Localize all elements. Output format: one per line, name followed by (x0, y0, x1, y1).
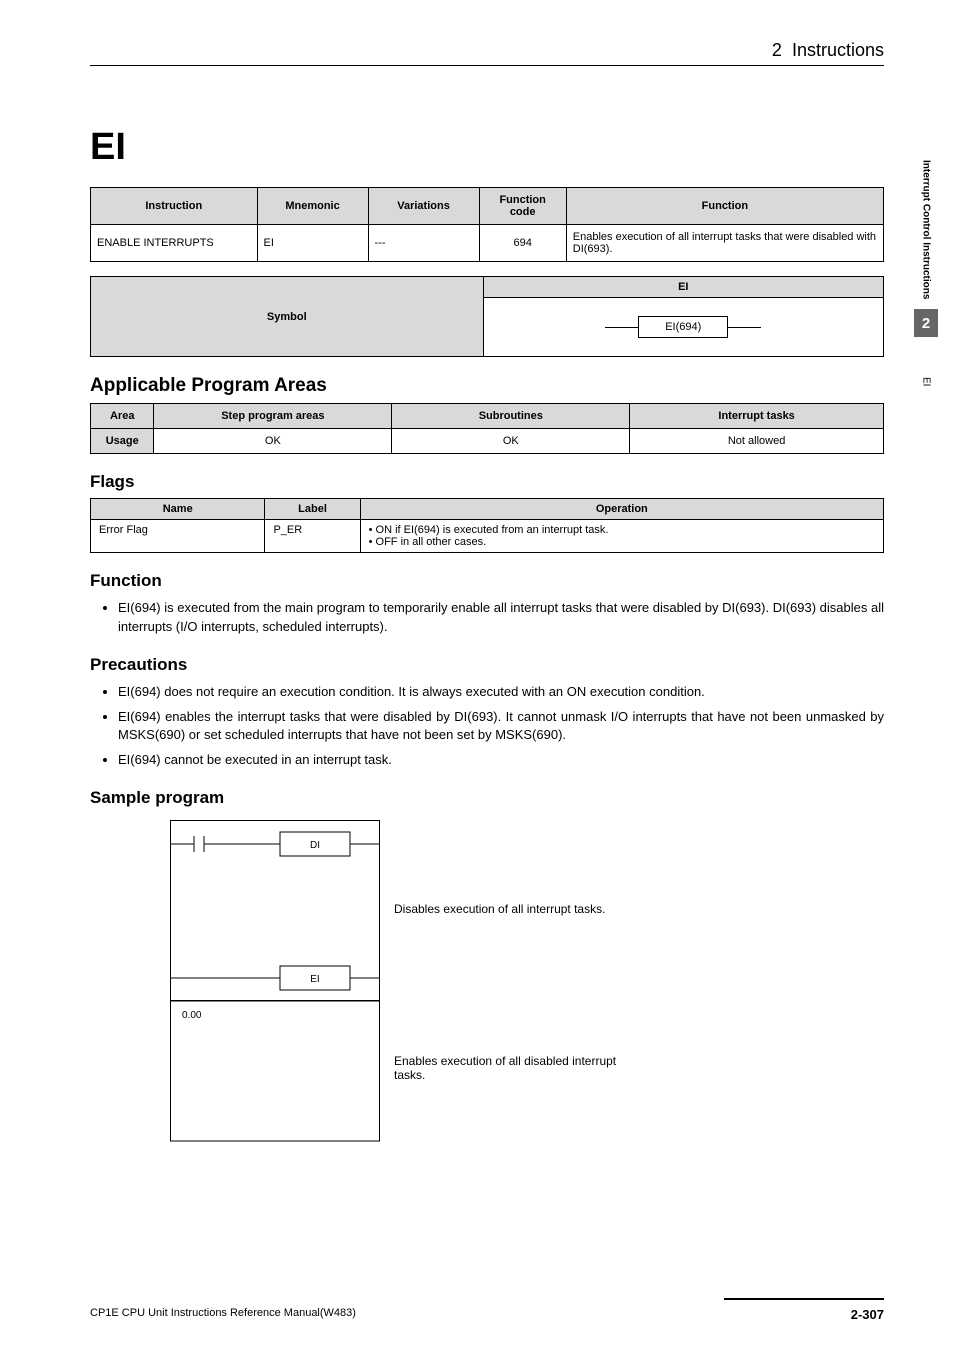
list-item: EI(694) does not require an execution co… (118, 683, 884, 702)
cell-variations: --- (368, 225, 479, 262)
th-name: Name (91, 499, 265, 520)
th-step: Step program areas (154, 404, 392, 429)
ei-box-label: EI (310, 974, 319, 985)
precautions-list: EI(694) does not require an execution co… (118, 683, 884, 770)
sample-heading: Sample program (90, 788, 884, 808)
cell-flag-op: • ON if EI(694) is executed from an inte… (360, 520, 883, 553)
cell-flag-name: Error Flag (91, 520, 265, 553)
th-operation: Operation (360, 499, 883, 520)
list-item: EI(694) cannot be executed in an interru… (118, 751, 884, 770)
cell-sub: OK (392, 429, 630, 454)
function-heading: Function (90, 571, 884, 591)
th-label: Label (265, 499, 360, 520)
flags-heading: Flags (90, 472, 884, 492)
side-ei: EI (921, 377, 932, 386)
flags-table: Name Label Operation Error Flag P_ER • O… (90, 498, 884, 553)
cell-usage-label: Usage (91, 429, 154, 454)
list-item: EI(694) enables the interrupt tasks that… (118, 708, 884, 746)
cell-flag-label: P_ER (265, 520, 360, 553)
page-footer: CP1E CPU Unit Instructions Reference Man… (90, 1307, 884, 1322)
th-sub: Subroutines (392, 404, 630, 429)
table-row: Error Flag P_ER • ON if EI(694) is execu… (91, 520, 884, 553)
footer-left: CP1E CPU Unit Instructions Reference Man… (90, 1307, 356, 1322)
section-title: Instructions (792, 40, 884, 60)
list-item: EI(694) is executed from the main progra… (118, 599, 884, 637)
th-function: Function (566, 188, 883, 225)
areas-table: Area Step program areas Subroutines Inte… (90, 403, 884, 454)
footer-page: 2-307 (851, 1307, 884, 1322)
sample-diagram: DI EI 0.00 Disables execution of all int… (170, 820, 884, 1150)
cell-step: OK (154, 429, 392, 454)
th-variations: Variations (368, 188, 479, 225)
table-row: Usage OK OK Not allowed (91, 429, 884, 454)
symbol-box: EI(694) (638, 316, 728, 338)
cell-function: Enables execution of all interrupt tasks… (566, 225, 883, 262)
symbol-row-label: Symbol (91, 277, 484, 357)
side-text: Interrupt Control Instructions (921, 160, 932, 299)
cell-int: Not allowed (630, 429, 884, 454)
side-number: 2 (914, 309, 938, 337)
flag-op2: OFF in all other cases. (372, 536, 486, 548)
page-title: EI (90, 126, 884, 169)
cell-mnemonic: EI (257, 225, 368, 262)
cell-instruction: ENABLE INTERRUPTS (91, 225, 258, 262)
th-mnemonic: Mnemonic (257, 188, 368, 225)
table-row: ENABLE INTERRUPTS EI --- 694 Enables exe… (91, 225, 884, 262)
side-tab: Interrupt Control Instructions 2 EI (914, 160, 938, 387)
symbol-col-header: EI (483, 277, 883, 298)
th-instruction: Instruction (91, 188, 258, 225)
flag-op1: ON if EI(694) is executed from an interr… (376, 524, 609, 536)
symbol-table: Symbol EI EI(694) (90, 276, 884, 357)
sample-desc1: Disables execution of all interrupt task… (394, 902, 624, 916)
th-area: Area (91, 404, 154, 429)
di-box-label: DI (310, 840, 320, 851)
section-number: 2 (772, 40, 782, 60)
page-header: 2 Instructions (90, 40, 884, 66)
cell-funccode: 694 (479, 225, 566, 262)
precautions-heading: Precautions (90, 655, 884, 675)
instruction-table: Instruction Mnemonic Variations Function… (90, 187, 884, 262)
symbol-cell: EI(694) (483, 298, 883, 357)
areas-heading: Applicable Program Areas (90, 375, 884, 397)
sample-desc2: Enables execution of all disabled interr… (394, 1054, 624, 1082)
th-funccode: Function code (479, 188, 566, 225)
th-int: Interrupt tasks (630, 404, 884, 429)
ladder-svg-icon: DI EI 0.00 (170, 820, 380, 1150)
function-list: EI(694) is executed from the main progra… (118, 599, 884, 637)
contact-label: 0.00 (182, 1010, 202, 1021)
